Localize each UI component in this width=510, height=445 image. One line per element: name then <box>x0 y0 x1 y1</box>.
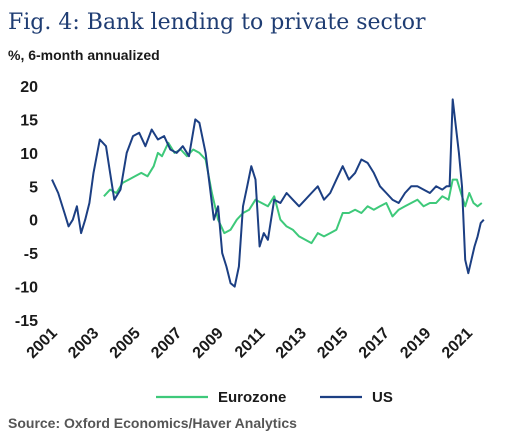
legend-label-eurozone: Eurozone <box>218 389 286 406</box>
x-tick-label: 2003 <box>65 325 102 362</box>
y-tick-label: 15 <box>20 112 38 129</box>
y-tick-label: 0 <box>29 213 38 230</box>
x-tick-label: 2009 <box>190 325 227 362</box>
legend-label-us: US <box>372 389 393 406</box>
x-tick-label: 2011 <box>232 325 269 362</box>
chart-title: Fig. 4: Bank lending to private sector <box>8 10 426 35</box>
y-tick-label: -15 <box>15 313 38 330</box>
x-tick-label: 2015 <box>314 325 351 362</box>
source-note: Source: Oxford Economics/Haver Analytics <box>8 415 297 431</box>
y-tick-label: 5 <box>29 179 38 196</box>
y-tick-label: 10 <box>20 146 38 163</box>
y-axis: 20 15 10 5 0 -5 -10 -15 <box>15 79 38 330</box>
x-tick-label: 2019 <box>397 325 434 362</box>
x-tick-label: 2007 <box>148 325 185 362</box>
x-axis: 2001 2003 2005 2007 2009 2011 2013 2015 2017 2019… <box>24 325 476 362</box>
x-tick-label: 2005 <box>107 325 144 362</box>
y-tick-label: -5 <box>24 246 38 263</box>
x-tick-label: 2021 <box>439 325 476 362</box>
y-tick-label: -10 <box>15 280 38 297</box>
x-tick-label: 2001 <box>24 325 61 362</box>
x-tick-label: 2017 <box>356 325 393 362</box>
plot-area <box>51 98 485 288</box>
chart-subtitle: %, 6-month annualized <box>8 47 160 63</box>
legend: Eurozone US <box>156 389 393 406</box>
y-tick-label: 20 <box>20 79 38 96</box>
series-line-us <box>51 98 485 288</box>
x-tick-label: 2013 <box>273 325 310 362</box>
series-line-eurozone <box>103 141 483 245</box>
